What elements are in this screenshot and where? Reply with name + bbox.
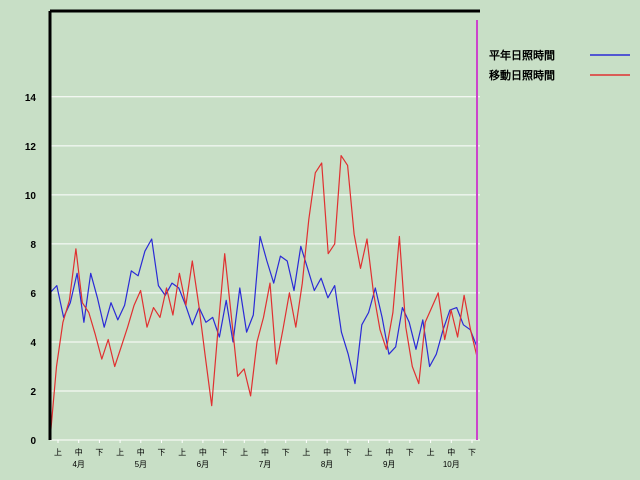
month-label: 8月 — [321, 460, 333, 469]
x-tick-label: 上 — [302, 448, 310, 457]
x-tick-label: 下 — [282, 448, 290, 457]
y-tick-label: 6 — [30, 289, 36, 300]
x-tick-label: 下 — [158, 448, 166, 457]
legend-label-moving: 移動日照時間 — [489, 68, 555, 82]
legend: 平年日照時間 移動日照時間 — [489, 48, 630, 82]
x-axis-ticks: 上中下上中下上中下上中下上中下上中下上中下 — [54, 440, 476, 457]
y-tick-label: 4 — [30, 338, 36, 349]
grid-lines — [50, 96, 480, 441]
x-tick-label: 中 — [199, 447, 207, 457]
series-lines — [49, 155, 478, 441]
month-label: 7月 — [259, 460, 271, 469]
y-tick-label: 14 — [25, 93, 37, 104]
x-tick-label: 中 — [385, 447, 393, 457]
y-tick-label: 8 — [30, 240, 36, 251]
legend-label-normal: 平年日照時間 — [489, 48, 555, 62]
x-tick-label: 上 — [240, 448, 248, 457]
x-tick-label: 下 — [220, 448, 228, 457]
month-label: 6月 — [197, 460, 209, 469]
month-label: 5月 — [135, 460, 147, 469]
x-tick-label: 上 — [116, 448, 124, 457]
series-line-normal — [49, 235, 478, 385]
y-tick-label: 10 — [25, 191, 37, 202]
x-tick-label: 中 — [75, 447, 83, 457]
x-tick-label: 上 — [427, 448, 435, 457]
x-tick-label: 中 — [323, 447, 331, 457]
series-line-moving — [49, 155, 478, 441]
x-tick-label: 下 — [344, 448, 352, 457]
y-axis-ticks: 0 2 4 6 8 10 12 14 — [25, 93, 37, 447]
x-tick-label: 上 — [54, 448, 62, 457]
x-tick-label: 下 — [468, 448, 476, 457]
y-tick-label: 0 — [30, 436, 36, 447]
month-label: 9月 — [383, 460, 395, 469]
x-tick-label: 下 — [406, 448, 414, 457]
x-tick-label: 中 — [447, 447, 455, 457]
x-tick-label: 下 — [95, 448, 103, 457]
month-labels: 4月 5月 6月 7月 8月 9月 10月 — [72, 460, 459, 469]
y-tick-label: 2 — [30, 387, 36, 398]
x-tick-label: 上 — [178, 448, 186, 457]
x-tick-label: 中 — [137, 447, 145, 457]
x-tick-label: 上 — [365, 448, 373, 457]
month-label: 4月 — [72, 460, 84, 469]
month-label: 10月 — [443, 460, 460, 469]
x-tick-label: 中 — [261, 447, 269, 457]
y-tick-label: 12 — [25, 142, 37, 153]
